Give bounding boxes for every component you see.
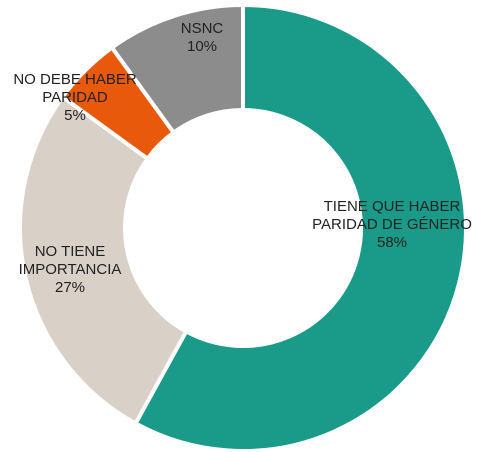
value-label: 5% bbox=[64, 107, 86, 124]
value-label: 58% bbox=[376, 234, 408, 251]
donut-slice bbox=[109, 2, 245, 136]
slice-label: NSNC 10% bbox=[162, 20, 242, 56]
value-label: 27% bbox=[54, 279, 86, 296]
donut-slice bbox=[132, 2, 468, 452]
category-label: NO DEBE HABER PARIDAD bbox=[13, 71, 137, 106]
category-label: NSNC bbox=[180, 20, 224, 37]
slice-label: NO DEBE HABER PARIDAD 5% bbox=[8, 71, 143, 125]
donut-slice bbox=[18, 94, 189, 427]
value-label: 10% bbox=[186, 38, 218, 55]
slice-label: TIENE QUE HABER PARIDAD DE GÉNERO 58% bbox=[305, 198, 480, 252]
category-label: TIENE QUE HABER PARIDAD DE GÉNERO bbox=[312, 198, 472, 233]
category-label: NO TIENE IMPORTANCIA bbox=[18, 243, 122, 278]
slice-label: NO TIENE IMPORTANCIA 27% bbox=[10, 243, 130, 297]
